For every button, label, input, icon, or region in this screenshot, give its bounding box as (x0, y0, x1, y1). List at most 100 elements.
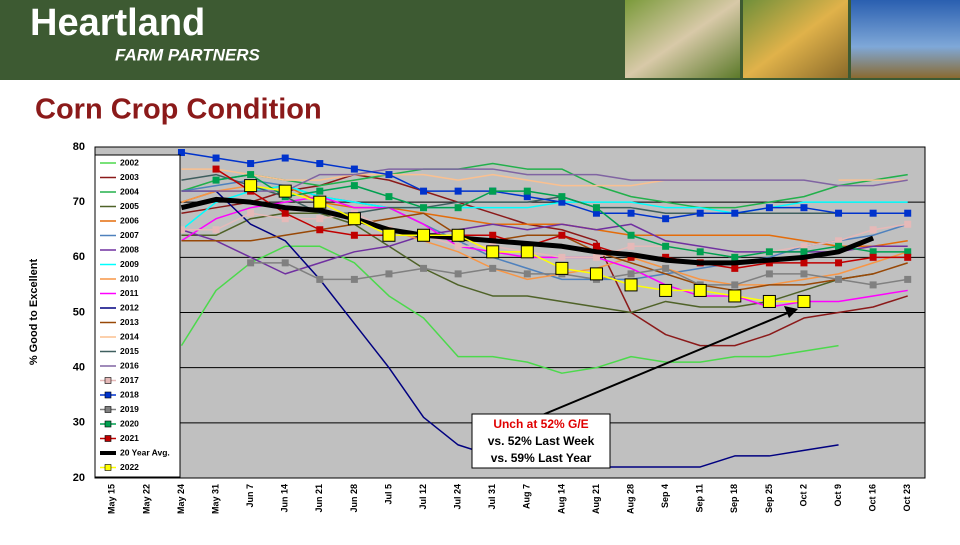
legend-label: 2012 (120, 302, 139, 312)
y-tick-label: 60 (73, 251, 85, 263)
series-marker (385, 193, 393, 201)
series-marker (316, 160, 324, 168)
x-tick-label: Aug 7 (522, 484, 532, 509)
series-marker (835, 259, 843, 267)
series-marker (454, 242, 462, 250)
series-marker (177, 149, 185, 157)
y-tick-label: 20 (73, 472, 85, 484)
y-tick-label: 50 (73, 306, 85, 318)
y-tick-label: 80 (73, 141, 85, 153)
brand-title: Heartland (30, 2, 205, 44)
series-marker (869, 209, 877, 217)
series-marker (627, 209, 635, 217)
series-marker (454, 270, 462, 278)
series-marker (659, 283, 673, 297)
series-line (181, 212, 908, 292)
series-marker (420, 187, 428, 195)
series-marker (281, 154, 289, 162)
series-marker (523, 187, 531, 195)
series-marker (451, 228, 465, 242)
series-line (181, 195, 908, 308)
series-marker (558, 253, 566, 261)
series-marker (420, 264, 428, 272)
arrow (534, 311, 791, 419)
series-marker (316, 275, 324, 283)
x-tick-label: Oct 9 (833, 484, 843, 507)
series-marker (627, 242, 635, 250)
series-marker (869, 281, 877, 289)
legend-label: 2010 (120, 273, 139, 283)
legend-label: 2014 (120, 331, 139, 341)
series-marker (662, 215, 670, 223)
legend-marker (104, 435, 112, 442)
series-marker (489, 264, 497, 272)
arrow-head (784, 306, 798, 318)
series-marker (904, 275, 912, 283)
x-tick-label: Sep 25 (764, 484, 774, 513)
x-tick-label: Oct 23 (902, 484, 912, 512)
legend-marker (104, 406, 112, 413)
series-marker (420, 204, 428, 212)
legend-marker (104, 420, 112, 428)
series-marker (662, 242, 670, 250)
annotation-text: vs. 59% Last Year (491, 451, 592, 465)
series-marker (693, 283, 707, 297)
series-marker (592, 242, 600, 250)
series-marker (731, 281, 739, 289)
series-line (181, 168, 908, 187)
legend-label: 2017 (120, 375, 139, 385)
x-tick-label: Sep 11 (695, 484, 705, 513)
x-tick-label: Jun 7 (245, 484, 255, 508)
series-marker (454, 204, 462, 212)
y-axis-label: % Good to Excellent (28, 258, 40, 365)
x-tick-label: Aug 28 (625, 484, 635, 514)
legend-label: 2005 (120, 201, 139, 211)
series-marker (316, 226, 324, 234)
x-tick-label: Jun 28 (349, 484, 359, 513)
x-tick-label: Jul 12 (418, 484, 428, 510)
y-tick-label: 70 (73, 196, 85, 208)
legend-label: 2007 (120, 230, 139, 240)
series-marker (278, 184, 292, 198)
x-tick-label: May 31 (210, 484, 220, 514)
series-marker (904, 253, 912, 261)
legend-label: 2022 (120, 462, 139, 472)
series-marker (316, 215, 324, 223)
photo-cow (625, 0, 740, 78)
series-marker (281, 259, 289, 267)
x-tick-label: Sep 4 (660, 484, 670, 508)
series-marker (244, 179, 258, 193)
x-tick-label: Jul 5 (383, 484, 393, 505)
series-marker (728, 289, 742, 303)
legend-label: 2016 (120, 360, 139, 370)
series-marker (558, 193, 566, 201)
x-tick-label: Jun 14 (280, 484, 290, 513)
legend-label: 2019 (120, 404, 139, 414)
series-marker (627, 270, 635, 278)
series-marker (869, 226, 877, 234)
series-marker (385, 171, 393, 179)
series-marker (558, 231, 566, 239)
photo-field (851, 0, 960, 78)
series-marker (350, 182, 358, 190)
legend-label: 2006 (120, 215, 139, 225)
series-marker (417, 228, 431, 242)
y-tick-label: 40 (73, 362, 85, 374)
x-tick-label: Oct 16 (868, 484, 878, 512)
legend-marker (104, 391, 112, 399)
series-marker (212, 176, 220, 184)
series-marker (765, 248, 773, 256)
series-marker (800, 248, 808, 256)
series-marker (696, 209, 704, 217)
x-tick-label: Oct 2 (798, 484, 808, 507)
series-marker (696, 248, 704, 256)
series-marker (904, 209, 912, 217)
legend-label: 2013 (120, 317, 139, 327)
series-marker (520, 245, 534, 259)
series-marker (731, 209, 739, 217)
series-marker (486, 245, 500, 259)
legend-marker (104, 464, 112, 471)
legend-label: 2008 (120, 244, 139, 254)
series-marker (350, 165, 358, 173)
